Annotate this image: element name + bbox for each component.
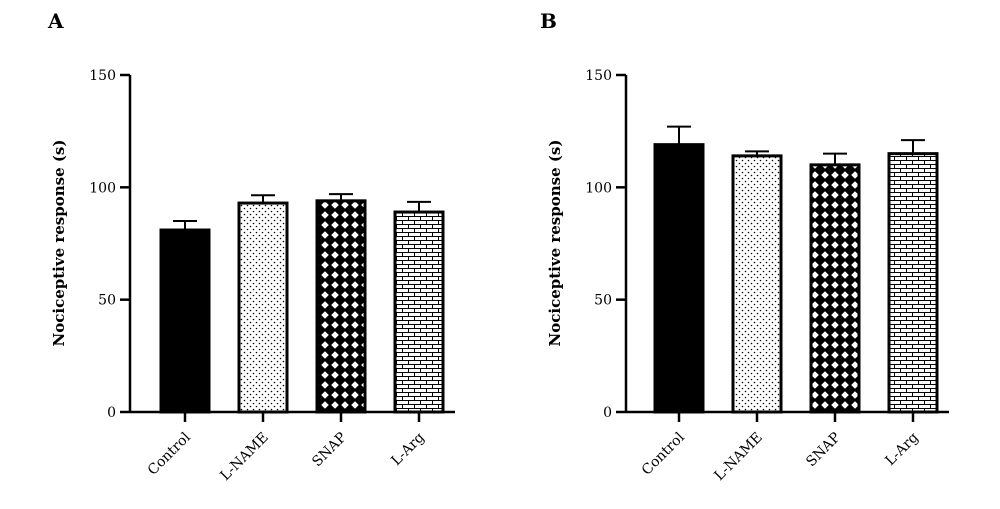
panel-a-category-label-control: Control [145, 429, 194, 478]
panel-a-bar-l-arg [393, 210, 445, 414]
panel-b-y-axis-title: Nociceptive response (s) [546, 140, 564, 347]
panel-a-letter: A [47, 9, 64, 33]
panel-a-bar-control [159, 228, 211, 414]
panel-b-category-label-control: Control [639, 429, 688, 478]
panel-a-y-tick-label: 100 [89, 180, 116, 196]
panel-b-bar-l-arg [887, 152, 939, 414]
panel-b-bar-l-name [731, 154, 783, 414]
panel-a-y-axis-title: Nociceptive response (s) [50, 140, 68, 347]
panel-b-y-tick-label: 50 [594, 293, 612, 309]
panel-b-category-label-l-name: L-NAME [711, 430, 765, 484]
panel-a-category-label-l-name: L-NAME [217, 430, 271, 484]
panel-b-y-tick-label: 100 [585, 180, 612, 196]
panel-b-bar-control [653, 143, 705, 414]
panel-a-category-label-snap: SNAP [309, 430, 350, 471]
panel-b-category-label-l-arg: L-Arg [882, 429, 921, 468]
panel-a-bar-snap [315, 199, 367, 414]
panel-a-y-tick-label: 150 [89, 68, 116, 84]
panel-a-y-tick-label: 0 [107, 405, 116, 421]
panel-a-category-label-l-arg: L-Arg [388, 429, 427, 468]
panel-b-letter: B [540, 9, 557, 33]
panel-b-category-label-snap: SNAP [803, 430, 844, 471]
panel-b-plot: 0 50 100 150 Control L-NAME SNAP L-Arg [585, 68, 949, 484]
panel-a-bar-l-name [237, 201, 289, 414]
panel-a-y-tick-label: 50 [98, 293, 116, 309]
panel-b: B Nociceptive response (s) 0 50 100 150 Cont… [540, 9, 949, 484]
panel-b-y-tick-label: 0 [603, 405, 612, 421]
panel-a: A Nociceptive response (s) 0 50 100 150 Cont… [47, 9, 455, 484]
panel-b-y-tick-label: 150 [585, 68, 612, 84]
panel-a-plot: 0 50 100 150 Control L-NAME SNAP L-Arg [89, 68, 455, 484]
panel-b-bar-snap [809, 163, 861, 414]
